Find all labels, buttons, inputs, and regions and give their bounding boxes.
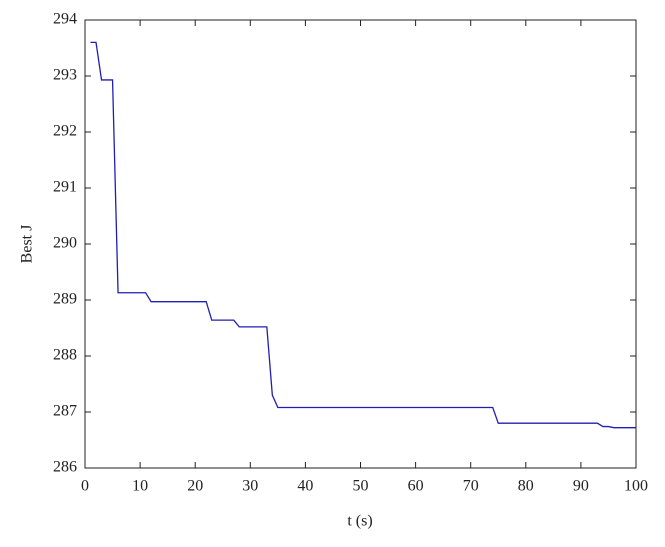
y-tick-label: 287 <box>53 403 77 420</box>
x-tick-label: 0 <box>81 478 89 495</box>
y-tick-label: 289 <box>53 291 77 308</box>
x-tick-label: 40 <box>297 478 313 495</box>
x-tick-label: 90 <box>573 478 589 495</box>
x-tick-label: 10 <box>132 478 148 495</box>
y-tick-label: 291 <box>53 179 77 196</box>
x-tick-label: 50 <box>353 478 369 495</box>
y-tick-label: 286 <box>53 459 77 476</box>
y-axis-label: Best J <box>19 225 36 264</box>
y-tick-label: 290 <box>53 235 77 252</box>
y-tick-label: 293 <box>53 67 77 84</box>
x-axis-label: t (s) <box>347 513 372 530</box>
y-tick-label: 288 <box>53 347 77 364</box>
x-tick-label: 100 <box>624 478 648 495</box>
data-line <box>90 41 636 429</box>
x-tick-label: 70 <box>463 478 479 495</box>
x-tick-label: 20 <box>187 478 203 495</box>
plot-frame <box>84 19 637 469</box>
y-tick-label: 292 <box>53 123 77 140</box>
x-tick-label: 80 <box>518 478 534 495</box>
y-tick-label: 294 <box>53 11 77 28</box>
x-tick-label: 30 <box>242 478 258 495</box>
x-tick-label: 60 <box>408 478 424 495</box>
